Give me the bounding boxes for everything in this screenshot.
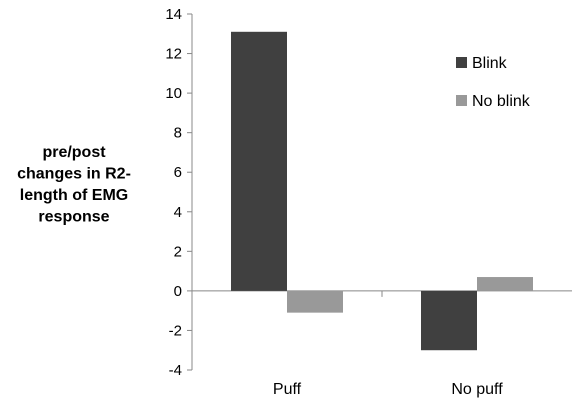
x-category-label: Puff (273, 381, 302, 398)
y-axis-ticks: -4 -2 0 2 4 6 8 10 12 14 (165, 6, 192, 379)
bar-no-blink-puff (287, 290, 343, 313)
y-tick-label: -4 (169, 362, 182, 379)
y-axis-label-line: length of EMG (20, 187, 128, 204)
legend-label: Blink (472, 55, 508, 72)
legend-label: No blink (472, 93, 531, 110)
bar-blink-no-puff (421, 290, 477, 351)
bar-blink-puff (231, 31, 287, 291)
y-axis-label-line: changes in R2- (17, 166, 131, 183)
y-tick-label: 0 (174, 283, 182, 300)
legend: Blink No blink (456, 55, 531, 110)
y-axis-label-line: response (38, 209, 109, 226)
x-axis-categories: Puff No puff (273, 381, 503, 398)
y-tick-label: 12 (165, 46, 182, 63)
y-tick-label: 4 (174, 204, 182, 221)
legend-swatch (456, 95, 467, 106)
y-tick-label: 10 (165, 85, 182, 102)
y-tick-label: 14 (165, 6, 182, 23)
y-axis-label: pre/post changes in R2- length of EMG respo… (17, 144, 131, 226)
legend-swatch (456, 57, 467, 68)
bar-no-blink-no-puff (477, 277, 533, 291)
y-tick-label: 2 (174, 243, 182, 260)
y-axis-label-line: pre/post (42, 144, 106, 161)
y-tick-label: -2 (169, 322, 182, 339)
y-tick-label: 8 (174, 125, 182, 142)
x-category-label: No puff (451, 381, 503, 398)
bars (231, 31, 533, 351)
y-tick-label: 6 (174, 164, 182, 181)
